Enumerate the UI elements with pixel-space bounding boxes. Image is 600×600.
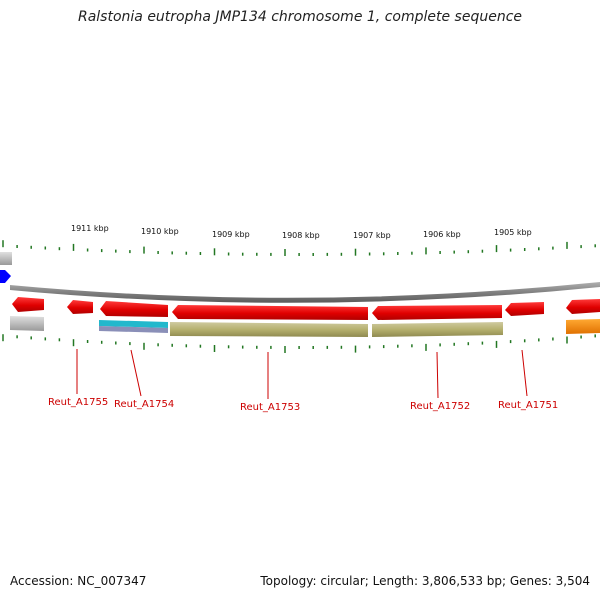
gene-label-reut-a1755[interactable]: Reut_A1755 xyxy=(48,397,108,408)
gene-arrow-reut-a1754[interactable] xyxy=(100,301,168,317)
scale-label-1911: 1911 kbp xyxy=(71,224,109,233)
scale-label-1907: 1907 kbp xyxy=(353,231,391,240)
gene-label-reut-a1753[interactable]: Reut_A1753 xyxy=(240,402,300,413)
gene-arrow-reut-a1751[interactable] xyxy=(505,302,544,316)
topology-summary: Topology: circular; Length: 3,806,533 bp… xyxy=(260,574,590,588)
olive-feature-1[interactable] xyxy=(170,322,368,337)
scale-label-1905: 1905 kbp xyxy=(494,228,532,237)
gray-feature-lower-left[interactable] xyxy=(10,316,44,331)
scale-ticks-upper xyxy=(2,240,596,256)
map-title: Ralstonia eutropha JMP134 chromosome 1, … xyxy=(77,9,522,25)
chromosome-backbone xyxy=(10,282,600,303)
leader-line-reut-a1751 xyxy=(521,349,528,397)
gene-arrow-left-edge[interactable] xyxy=(12,297,44,312)
gene-label-reut-a1754[interactable]: Reut_A1754 xyxy=(114,399,174,410)
orange-feature[interactable] xyxy=(566,319,600,334)
accession-label: Accession: NC_007347 xyxy=(10,574,147,588)
olive-feature-2[interactable] xyxy=(372,322,503,337)
gray-feature-left[interactable] xyxy=(0,252,12,265)
gene-label-reut-a1752[interactable]: Reut_A1752 xyxy=(410,401,470,412)
scale-ticks-lower xyxy=(2,334,596,353)
blue-gray-feature[interactable] xyxy=(99,326,168,333)
blue-feature[interactable] xyxy=(0,270,11,283)
leader-line-reut-a1754 xyxy=(130,349,142,397)
leader-line-reut-a1752 xyxy=(436,351,439,399)
gene-label-reut-a1751[interactable]: Reut_A1751 xyxy=(498,400,558,411)
cyan-feature[interactable] xyxy=(99,320,168,328)
gene-arrow-reut-a1753[interactable] xyxy=(172,305,368,320)
scale-label-1910: 1910 kbp xyxy=(141,227,179,236)
gene-arrow-right-edge[interactable] xyxy=(566,299,600,314)
gene-arrow-reut-a1752[interactable] xyxy=(372,305,502,320)
scale-label-1909: 1909 kbp xyxy=(212,230,250,239)
scale-label-1906: 1906 kbp xyxy=(423,230,461,239)
scale-label-1908: 1908 kbp xyxy=(282,231,320,240)
gene-arrow-reut-a1755[interactable] xyxy=(67,300,93,314)
